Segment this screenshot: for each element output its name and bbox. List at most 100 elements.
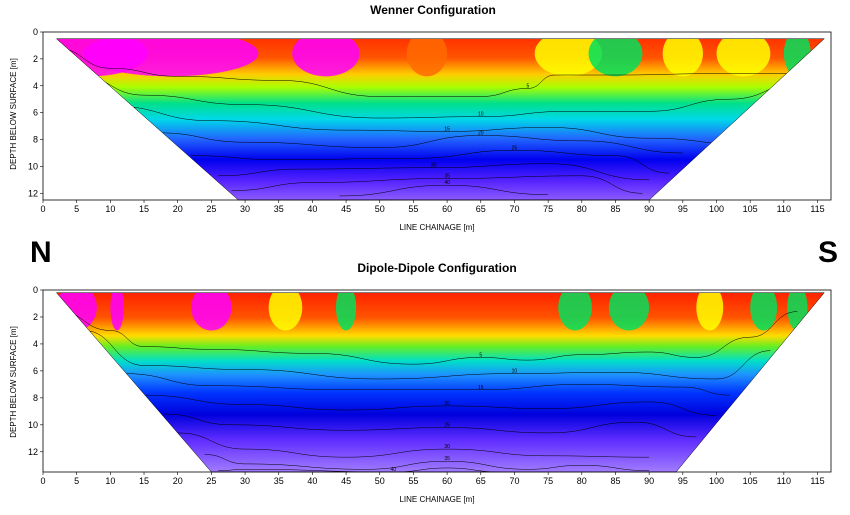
dipole-x-axis-label: LINE CHAINAGE [m] [399,495,474,504]
contour-label: 25 [512,145,518,151]
surface-anomaly [783,38,811,77]
y-tick-label: 12 [28,447,38,457]
contour-label: 20 [478,130,484,136]
x-tick-label: 115 [810,476,824,486]
contour-label: 15 [478,385,484,391]
x-tick-label: 80 [577,204,587,214]
contour-label: 15 [444,126,450,132]
surface-anomaly [662,38,704,77]
contour-line [110,105,751,146]
contour-line [177,432,650,458]
wenner-y-axis: 0 2 4 6 8 10 12 [28,27,43,198]
x-tick-label: 90 [644,204,654,214]
contour-line [76,74,805,119]
north-label: N [30,236,52,269]
x-tick-label: 85 [610,204,620,214]
x-tick-label: 60 [442,476,452,486]
wenner-title: Wenner Configuration [370,3,496,17]
contour-line [144,394,717,416]
x-tick-label: 115 [810,204,824,214]
y-tick-label: 10 [28,420,38,430]
contour-label: 40 [444,180,450,186]
x-tick-label: 5 [74,204,79,214]
x-tick-label: 50 [375,204,385,214]
x-tick-label: 65 [476,204,486,214]
x-tick-label: 60 [442,204,452,214]
x-tick-label: 10 [105,204,115,214]
y-tick-label: 0 [33,27,38,37]
x-tick-label: 55 [408,204,418,214]
x-tick-label: 10 [105,476,115,486]
surface-anomaly [335,292,357,331]
contour-line [123,373,730,396]
contour-line [83,330,771,380]
surface-anomaly [191,292,232,331]
x-tick-label: 110 [777,476,791,486]
south-label: S [818,236,838,269]
wenner-y-axis-label: DEPTH BELOW SURFACE [m] [9,58,18,170]
contour-label: 30 [444,444,450,450]
x-tick-label: 40 [307,204,317,214]
contour-line [339,184,549,197]
surface-anomaly [268,292,303,331]
x-tick-label: 25 [206,204,216,214]
x-tick-label: 110 [777,204,791,214]
surface-anomaly [558,292,592,331]
contour-label: 30 [431,163,437,169]
y-tick-label: 6 [33,366,38,376]
x-tick-label: 105 [743,476,758,486]
y-tick-label: 4 [33,81,38,91]
wenner-x-axis-label: LINE CHAINAGE [m] [399,223,474,232]
surface-anomaly [110,292,124,331]
x-tick-label: 70 [509,476,519,486]
contour-line [56,309,798,365]
contour-line [191,150,670,174]
wenner-plot-frame [42,31,832,201]
x-tick-label: 70 [509,204,519,214]
surface-anomaly [608,292,650,331]
x-tick-label: 35 [274,476,284,486]
wenner-x-axis: 0 5 10 15 20 25 30 35 40 45 50 55 60 65 70 75 80 85 90 95 10… [40,200,825,214]
surface-anomaly [750,292,778,331]
surface-anomaly [588,38,643,77]
x-tick-label: 35 [274,204,284,214]
contour-label: 5 [527,83,530,89]
surface-anomaly [716,38,771,77]
x-tick-label: 15 [139,204,149,214]
surface-anomaly [56,292,97,331]
x-tick-label: 30 [240,204,250,214]
x-tick-label: 75 [543,476,553,486]
surface-anomaly [406,38,448,77]
y-tick-label: 2 [33,54,38,64]
y-tick-label: 2 [33,312,38,322]
contour-label: 35 [444,456,450,462]
dipole-panel: Dipole-Dipole Configuration 510152025303… [9,261,832,504]
surface-anomaly [292,38,360,77]
x-tick-label: 15 [139,476,149,486]
x-tick-label: 45 [341,476,351,486]
contour-line [231,175,643,194]
y-tick-label: 8 [33,135,38,145]
x-tick-label: 100 [709,476,724,486]
x-tick-label: 40 [307,476,317,486]
dipole-plot-frame [42,289,832,473]
dipole-y-axis: 0 2 4 6 8 10 12 [28,285,43,457]
x-tick-label: 95 [678,204,688,214]
contour-label: 40 [390,467,396,473]
x-tick-label: 65 [476,476,486,486]
dipole-contours: 5 10 15 20 25 30 35 40 [56,309,798,473]
x-tick-label: 0 [40,204,45,214]
x-tick-label: 85 [610,476,620,486]
dipole-title: Dipole-Dipole Configuration [357,261,516,275]
x-tick-label: 20 [173,204,183,214]
contour-label: 5 [479,352,482,358]
contour-label: 25 [444,423,450,429]
contour-line [218,163,650,181]
contour-line [164,413,697,438]
x-tick-label: 0 [40,476,45,486]
x-tick-label: 80 [577,476,587,486]
y-tick-label: 6 [33,108,38,118]
y-tick-label: 10 [28,161,38,171]
